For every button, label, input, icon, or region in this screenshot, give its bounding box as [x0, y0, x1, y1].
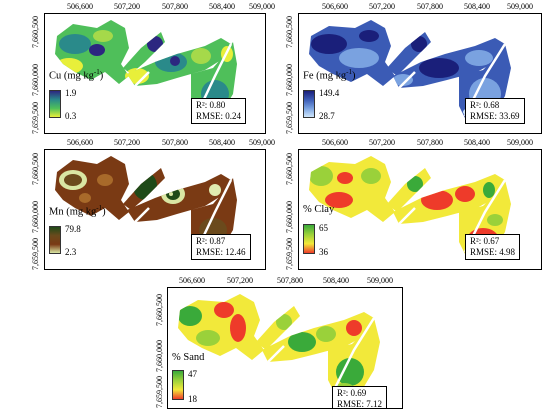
y-tick: 7,659,500	[31, 238, 40, 270]
fe-map-surface	[309, 20, 511, 118]
y-tick: 7,659,500	[31, 102, 40, 134]
x-tick: 509,000	[507, 2, 533, 11]
map-panel-cu: 506,600 507,200 507,800 508,400 509,000 …	[0, 0, 275, 137]
legend-min-value: 0.3	[65, 111, 77, 121]
x-tick: 507,800	[417, 138, 443, 147]
x-tick: 508,400	[209, 138, 235, 147]
y-tick: 7,660,500	[31, 153, 40, 185]
map-panel-fe: 506,600 507,200 507,800 508,400 509,000 …	[275, 0, 550, 137]
sand-map-surface	[178, 294, 380, 392]
y-tick: 7,660,000	[285, 201, 294, 233]
x-tick: 506,600	[322, 138, 348, 147]
y-tick: 7,660,500	[285, 153, 294, 185]
legend-min-value: 18	[188, 394, 197, 404]
legend-colorbar	[172, 370, 184, 400]
legend-max-value: 47	[188, 369, 197, 379]
x-tick: 508,400	[464, 138, 490, 147]
cu-map-surface	[55, 20, 237, 117]
x-tick: 506,600	[67, 138, 93, 147]
legend-colorbar	[303, 224, 315, 254]
x-tick: 509,000	[367, 276, 393, 285]
x-tick: 508,400	[323, 276, 349, 285]
stats-box: R²: 0.69 RMSE: 7.12	[332, 386, 388, 409]
map-panel-mn: 506,600 507,200 507,800 508,400 509,000 …	[0, 137, 275, 274]
stats-box: R²: 0.67 RMSE: 4.98	[465, 234, 521, 260]
y-tick: 7,659,500	[155, 376, 164, 408]
x-tick: 507,800	[417, 2, 443, 11]
rmse-value: RMSE: 33.69	[470, 111, 520, 121]
y-tick: 7,660,000	[285, 64, 294, 96]
y-tick: 7,660,000	[31, 201, 40, 233]
x-tick: 507,200	[369, 138, 395, 147]
legend-max-value: 149.4	[319, 88, 340, 98]
r2-value: R²: 0.80	[196, 100, 226, 110]
map-frame: % Sand 47 18 R²: 0.69 RMSE: 7.12	[167, 287, 403, 409]
legend-title: % Clay	[303, 204, 335, 215]
legend-colorbar	[303, 90, 315, 118]
x-tick: 509,000	[249, 138, 275, 147]
y-tick: 7,660,500	[285, 16, 294, 48]
legend-min-value: 36	[319, 247, 328, 257]
legend-colorbar	[49, 226, 61, 254]
x-tick: 507,800	[162, 2, 188, 11]
y-tick: 7,660,000	[155, 340, 164, 372]
r2-value: R²: 0.67	[470, 236, 500, 246]
legend-title: Mn (mg kg-1)	[49, 204, 106, 218]
legend-min-value: 28.7	[319, 111, 335, 121]
x-tick: 507,200	[227, 276, 253, 285]
map-frame: Mn (mg kg-1) 79.8 2.3 R²: 0.87 RMSE: 12.…	[44, 149, 266, 270]
legend-title: Cu (mg kg-1)	[49, 68, 104, 82]
map-panel-sand: 506,600 507,200 507,800 508,400 509,000 …	[137, 274, 412, 411]
stats-box: R²: 0.87 RMSE: 12.46	[191, 234, 251, 260]
rmse-value: RMSE: 12.46	[196, 247, 246, 257]
r2-value: R²: 0.69	[337, 388, 367, 398]
x-tick: 507,800	[277, 276, 303, 285]
stats-box: R²: 0.80 RMSE: 0.24	[191, 98, 247, 124]
map-frame: Fe (mg kg-1) 149.4 28.7 R²: 0.68 RMSE: 3…	[298, 13, 542, 134]
y-tick: 7,659,500	[285, 238, 294, 270]
map-frame: % Clay 65 36 R²: 0.67 RMSE: 4.98	[298, 149, 542, 270]
x-tick: 507,200	[114, 2, 140, 11]
legend-max-value: 1.9	[65, 88, 77, 98]
legend-title: % Sand	[172, 352, 205, 363]
x-tick: 507,200	[114, 138, 140, 147]
rmse-value: RMSE: 7.12	[337, 399, 383, 409]
y-tick: 7,660,500	[155, 294, 164, 326]
legend-max-value: 79.8	[65, 224, 81, 234]
x-tick: 508,400	[209, 2, 235, 11]
x-tick: 506,600	[67, 2, 93, 11]
r2-value: R²: 0.68	[470, 100, 500, 110]
x-tick: 507,200	[369, 2, 395, 11]
map-frame: Cu (mg kg-1) 1.9 0.3 R²: 0.80 RMSE: 0.24	[44, 13, 266, 134]
legend-colorbar	[49, 90, 61, 118]
x-tick: 506,600	[179, 276, 205, 285]
y-tick: 7,659,500	[285, 102, 294, 134]
x-tick: 508,400	[464, 2, 490, 11]
legend-max-value: 65	[319, 223, 328, 233]
rmse-value: RMSE: 0.24	[196, 111, 242, 121]
stats-box: R²: 0.68 RMSE: 33.69	[465, 98, 525, 124]
legend-min-value: 2.3	[65, 247, 77, 257]
x-tick: 506,600	[322, 2, 348, 11]
x-tick: 509,000	[249, 2, 275, 11]
x-tick: 507,800	[162, 138, 188, 147]
y-tick: 7,660,000	[31, 64, 40, 96]
map-panel-clay: 506,600 507,200 507,800 508,400 509,000 …	[275, 137, 550, 274]
y-tick: 7,660,500	[31, 16, 40, 48]
x-tick: 509,000	[507, 138, 533, 147]
rmse-value: RMSE: 4.98	[470, 247, 516, 257]
r2-value: R²: 0.87	[196, 236, 226, 246]
legend-title: Fe (mg kg-1)	[303, 68, 356, 82]
